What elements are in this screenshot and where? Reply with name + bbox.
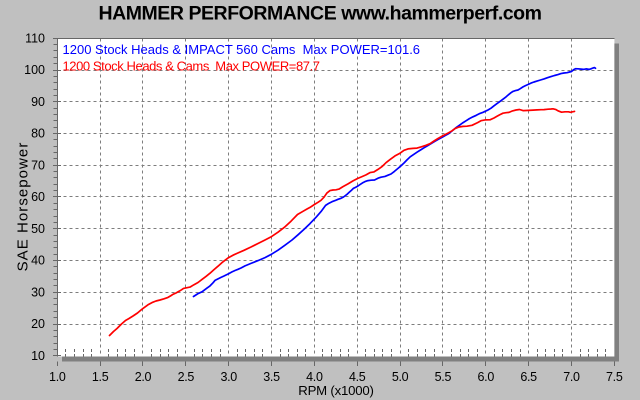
svg-text:20: 20 <box>31 317 45 331</box>
svg-text:5.0: 5.0 <box>392 370 409 384</box>
svg-text:5.5: 5.5 <box>435 370 452 384</box>
svg-text:2.5: 2.5 <box>178 370 195 384</box>
svg-text:SAE Horsepower: SAE Horsepower <box>15 142 32 272</box>
svg-text:70: 70 <box>31 158 45 172</box>
svg-text:7.0: 7.0 <box>563 370 580 384</box>
svg-text:4.0: 4.0 <box>306 370 323 384</box>
svg-text:2.0: 2.0 <box>135 370 152 384</box>
svg-text:6.0: 6.0 <box>478 370 495 384</box>
svg-text:1.5: 1.5 <box>92 370 109 384</box>
svg-text:60: 60 <box>31 190 45 204</box>
svg-text:3.0: 3.0 <box>220 370 237 384</box>
svg-text:4.5: 4.5 <box>349 370 366 384</box>
svg-text:HAMMER PERFORMANCE www.hammerp: HAMMER PERFORMANCE www.hammerperf.com <box>98 3 541 25</box>
svg-text:7.5: 7.5 <box>606 370 623 384</box>
svg-text:1200 Stock Heads & IMPACT 560: 1200 Stock Heads & IMPACT 560 Cams Max P… <box>63 42 421 57</box>
svg-text:100: 100 <box>24 63 45 77</box>
svg-text:40: 40 <box>31 254 45 268</box>
svg-text:RPM (x1000): RPM (x1000) <box>298 383 373 398</box>
svg-text:3.5: 3.5 <box>263 370 280 384</box>
svg-text:1200 Stock Heads & Cams Max P: 1200 Stock Heads & Cams Max POWER=87.7 <box>63 58 320 73</box>
svg-text:10: 10 <box>31 349 45 363</box>
svg-text:80: 80 <box>31 127 45 141</box>
svg-text:1.0: 1.0 <box>49 370 66 384</box>
svg-text:110: 110 <box>25 31 45 45</box>
svg-text:30: 30 <box>31 285 45 299</box>
svg-text:90: 90 <box>31 95 45 109</box>
svg-text:6.5: 6.5 <box>520 370 537 384</box>
svg-text:50: 50 <box>31 222 45 236</box>
